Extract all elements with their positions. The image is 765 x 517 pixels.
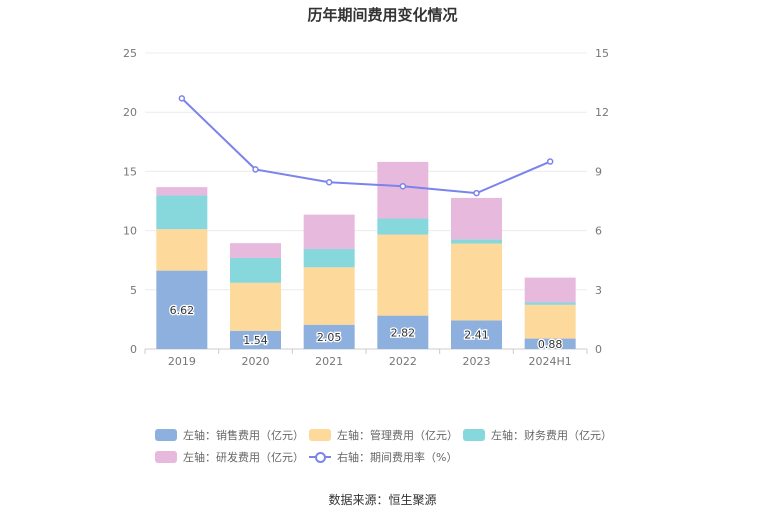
bar-segment — [156, 270, 208, 349]
bar-segment — [230, 257, 281, 283]
bar-segment — [230, 330, 281, 349]
y-left-tick-label: 20 — [123, 106, 137, 119]
x-tick-label: 2020 — [242, 355, 270, 368]
bar-segment — [524, 277, 576, 303]
bar-segment — [451, 197, 502, 240]
line-point — [399, 182, 407, 190]
bar-segment — [156, 229, 208, 271]
y-right-tick-label: 3 — [595, 284, 602, 297]
bar-segment — [377, 161, 429, 219]
data-label: 2.05 — [317, 331, 342, 344]
y-left-tick-label: 10 — [123, 225, 137, 238]
data-label: 2.41 — [464, 329, 489, 342]
bar-segment — [377, 315, 429, 349]
bar-segment — [156, 195, 208, 230]
bar-segment — [156, 187, 208, 196]
y-right-tick-label: 12 — [595, 106, 609, 119]
bar-segment — [451, 243, 502, 321]
data-label: 2.82 — [391, 326, 416, 339]
bar-segment — [451, 239, 502, 244]
line-point — [178, 95, 186, 102]
y-right-tick-label: 15 — [595, 47, 609, 60]
x-tick-label: 2024H1 — [529, 355, 572, 368]
bar-segment — [230, 282, 281, 331]
bar-segment — [303, 248, 355, 268]
x-tick-label: 2023 — [463, 355, 491, 368]
line-series-expense-ratio — [181, 97, 551, 195]
line-point — [325, 179, 333, 186]
bar-segment — [524, 338, 576, 349]
bar-segment — [303, 324, 355, 349]
line-point — [546, 158, 554, 165]
line-point — [473, 189, 480, 197]
data-source: 数据来源：恒生聚源 — [328, 493, 437, 507]
bar-segment — [451, 320, 502, 349]
x-tick-label: 2022 — [389, 355, 417, 368]
x-tick-label: 2019 — [168, 355, 196, 368]
y-left-tick-label: 5 — [130, 284, 137, 297]
bar-segment — [377, 234, 429, 316]
y-left-tick-label: 15 — [123, 165, 137, 178]
bar-segment — [230, 243, 281, 258]
y-right-tick-label: 6 — [595, 225, 602, 238]
y-right-tick-label: 9 — [595, 165, 602, 178]
bar-segment — [524, 304, 576, 339]
chart-title: 历年期间费用变化情况 — [307, 6, 458, 24]
bar-segment — [377, 218, 429, 235]
data-label: 1.54 — [243, 334, 268, 347]
line-point — [252, 166, 259, 173]
data-label: 6.62 — [170, 304, 195, 317]
y-left-tick-label: 25 — [123, 47, 137, 60]
y-right-tick-label: 0 — [595, 343, 602, 356]
data-label: 0.88 — [538, 338, 563, 351]
bar-segment — [524, 302, 576, 305]
y-left-tick-label: 0 — [130, 343, 137, 356]
bar-segment — [303, 214, 355, 249]
x-tick-label: 2021 — [315, 355, 343, 368]
bar-segment — [303, 267, 355, 325]
